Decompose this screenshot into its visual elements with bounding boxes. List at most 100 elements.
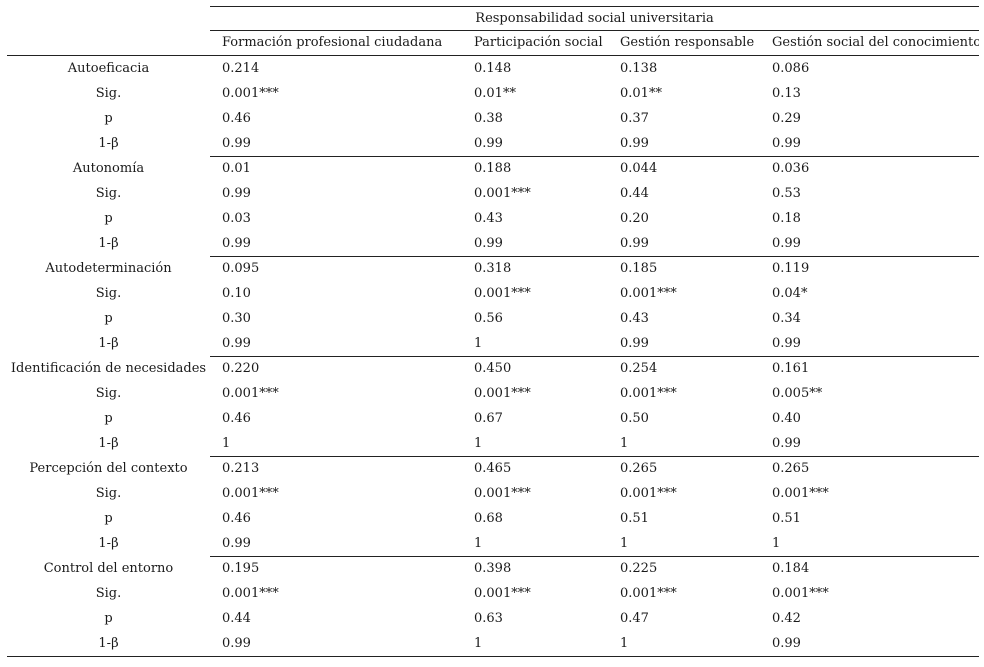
table-cell: 0.318 — [462, 256, 608, 281]
variable-name: Percepción del contexto — [29, 460, 188, 476]
table-cell: 0.13 — [772, 86, 801, 101]
table-cell: 0.43 — [620, 311, 649, 326]
table-cell: 1 — [474, 536, 483, 551]
table-cell: 0.01** — [620, 86, 662, 101]
table-cell: 0.04* — [772, 286, 808, 301]
table-cell: 1 — [608, 631, 760, 657]
stat-label: 1-β — [98, 436, 119, 452]
table-cell: 0.001*** — [620, 286, 677, 301]
column-header: Gestión responsable — [608, 30, 760, 56]
table-cell: 0.37 — [620, 111, 649, 126]
table-cell: 0.254 — [608, 356, 760, 381]
table-cell: 0.001*** — [474, 286, 531, 301]
table-cell: 0.53 — [772, 186, 801, 201]
block-row-stat: Sig. 0.99 0.001*** 0.44 0.53 — [7, 181, 979, 206]
table-cell: 0.10 — [222, 286, 251, 301]
table-cell: 0.001*** — [222, 386, 279, 401]
table-cell: 0.148 — [474, 61, 512, 76]
table-cell: 0.450 — [462, 356, 608, 381]
block-row-stat: p 0.44 0.63 0.47 0.42 — [7, 606, 979, 631]
table-cell: 0.001*** — [222, 486, 279, 501]
table-cell: 0.68 — [474, 511, 503, 526]
table-cell: 1 — [620, 536, 629, 551]
table-cell: 0.38 — [474, 111, 503, 126]
table-cell: 0.46 — [222, 111, 251, 126]
column-header: Participación social — [462, 30, 608, 56]
block-row-main: Identificación de necesidades 0.220 0.450 0… — [7, 356, 980, 381]
table-cell: 0.99 — [222, 186, 251, 201]
variable-name: Autoeficacia — [67, 61, 150, 76]
stat-label: p — [104, 611, 113, 626]
table-cell: 0.40 — [772, 411, 801, 426]
table-cell: 0.99 — [620, 236, 649, 251]
block-row-stat: 1-β 0.99 1 0.99 0.99 — [7, 331, 979, 357]
block-row-stat: Sig. 0.001*** 0.001*** 0.001*** 0.001*** — [7, 581, 979, 606]
block-row-stat: Sig. 0.001*** 0.001*** 0.001*** 0.005** — [7, 381, 979, 406]
table-cell: 0.51 — [620, 511, 649, 526]
table-cell: 0.01** — [474, 86, 516, 101]
stat-label: Sig. — [95, 486, 122, 501]
table-cell: 0.67 — [474, 411, 503, 426]
table-cell: 0.99 — [222, 336, 251, 351]
table-cell: 0.161 — [760, 356, 980, 381]
table-cell: 0.001*** — [474, 386, 531, 401]
table-cell: 0.001*** — [620, 586, 677, 601]
corner-cell — [7, 7, 210, 31]
table-cell: 0.01 — [210, 156, 462, 181]
table-cell: 1 — [462, 631, 608, 657]
table-cell: 0.119 — [760, 256, 980, 281]
table-cell: 0.99 — [772, 436, 801, 451]
block-row-stat: Sig. 0.001*** 0.001*** 0.001*** 0.001*** — [7, 481, 979, 506]
stat-label: 1-β — [98, 236, 119, 252]
table-cell: 0.213 — [210, 456, 462, 481]
table-cell: 0.99 — [620, 336, 649, 351]
corner-cell-2 — [7, 30, 210, 56]
block-row-stat: 1-β 0.99 0.99 0.99 0.99 — [7, 231, 979, 257]
table-cell: 0.63 — [474, 611, 503, 626]
block-row-stat: p 0.30 0.56 0.43 0.34 — [7, 306, 979, 331]
variable-name: Control del entorno — [43, 560, 174, 576]
header-group-row: Responsabilidad social universitaria — [7, 6, 980, 31]
table-cell: 0.99 — [222, 536, 251, 551]
table-cell: 0.03 — [222, 211, 251, 226]
table-cell: 0.001*** — [620, 386, 677, 401]
table-cell: 1 — [222, 436, 231, 451]
table-cell: 1 — [474, 336, 483, 351]
table-cell: 0.044 — [608, 156, 760, 181]
block-row-stat: 1-β 0.99 1 1 1 — [7, 531, 979, 557]
table-cell: 1 — [474, 436, 483, 451]
table-cell: 0.195 — [210, 556, 462, 581]
table-cell: 0.99 — [772, 336, 801, 351]
block-row-main: Control del entorno 0.195 0.398 0.225 0.184 — [7, 556, 980, 581]
block-row-main: Autoeficacia 0.214 0.148 0.138 0.086 — [7, 56, 979, 82]
column-header: Formación profesional ciudadana — [210, 30, 462, 56]
table-cell: 0.001*** — [222, 586, 279, 601]
stat-label: 1-β — [7, 631, 210, 657]
table-cell: 0.001*** — [620, 486, 677, 501]
block-row-main: Percepción del contexto 0.213 0.465 0.265 0.… — [7, 456, 980, 481]
variable-name: Autonomía — [72, 160, 145, 176]
stat-label: p — [104, 211, 113, 226]
block-row-stat: p 0.46 0.38 0.37 0.29 — [7, 106, 979, 131]
block-row-stat: 1-β 0.99 1 1 0.99 — [7, 631, 980, 657]
stat-label: p — [104, 411, 113, 426]
table-cell: 0.188 — [462, 156, 608, 181]
table-cell: 0.99 — [474, 236, 503, 251]
block-row-stat: p 0.03 0.43 0.20 0.18 — [7, 206, 979, 231]
stat-label: p — [104, 311, 113, 326]
stat-label: Sig. — [95, 186, 122, 201]
table-cell: 0.46 — [222, 511, 251, 526]
table-cell: 0.220 — [210, 356, 462, 381]
table-cell: 0.44 — [222, 611, 251, 626]
table-cell: 0.001*** — [772, 586, 829, 601]
table-cell: 0.99 — [620, 136, 649, 151]
block-row-stat: 1-β 0.99 0.99 0.99 0.99 — [7, 131, 979, 157]
stat-label: 1-β — [98, 136, 119, 152]
table-cell: 0.005** — [772, 386, 823, 401]
table-cell: 0.47 — [620, 611, 649, 626]
table-cell: 0.30 — [222, 311, 251, 326]
table-cell: 0.001*** — [474, 186, 531, 201]
table-cell: 0.51 — [772, 511, 801, 526]
table-cell: 0.095 — [210, 256, 462, 281]
table-cell: 1 — [772, 536, 781, 551]
